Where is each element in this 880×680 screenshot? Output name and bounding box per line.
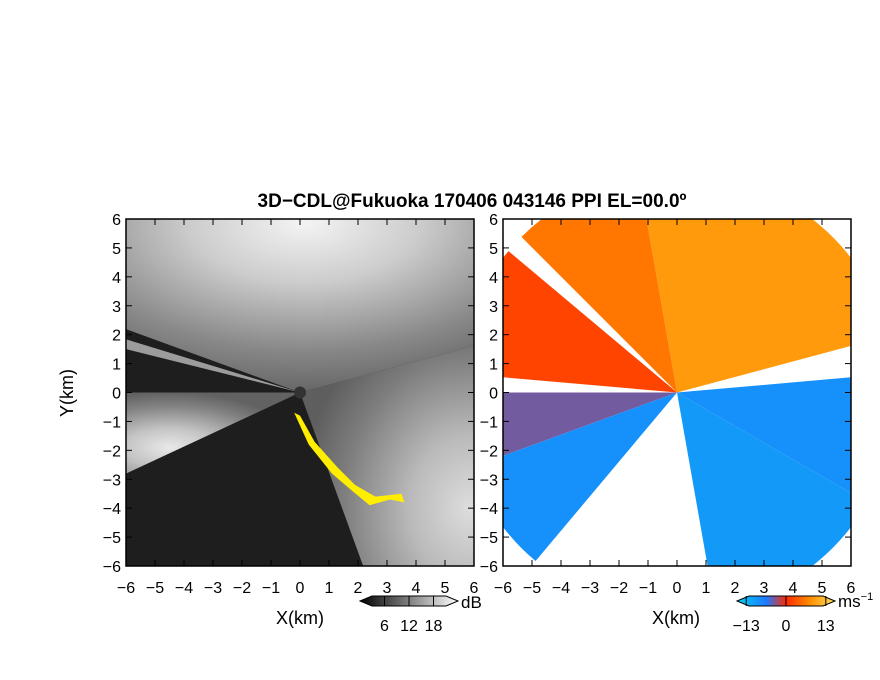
x-tick-label: 1 bbox=[702, 580, 711, 597]
y-tick-label: −1 bbox=[103, 414, 121, 431]
x-tick-label: 1 bbox=[325, 580, 334, 597]
velocity-ticks: −6 −6 −5 −5 −4 −4 −3 −3 −2 −2 −1 −1 0 0 1 1 2 2 3 3 4 4 5 5 6 6 bbox=[480, 212, 856, 597]
y-tick-label: −1 bbox=[480, 414, 498, 431]
x-tick-label: −3 bbox=[581, 580, 599, 597]
y-tick-label: −4 bbox=[480, 501, 498, 518]
reflectivity-ticks: −6 −6 −5 −5 −4 −4 −3 −3 −2 −2 −1 −1 0 0 1 1 2 2 3 3 4 4 5 5 6 6 bbox=[103, 212, 479, 597]
y-tick-label: 3 bbox=[112, 299, 121, 316]
x-tick-label: 4 bbox=[789, 580, 798, 597]
x-tick-label: −4 bbox=[552, 580, 570, 597]
velocity-sector bbox=[503, 392, 677, 456]
y-tick-label: −6 bbox=[480, 559, 498, 576]
velocity-sector bbox=[677, 377, 851, 493]
velocity-panel: −6 −6 −5 −5 −4 −4 −3 −3 −2 −2 −1 −1 0 0 1 1 2 2 3 3 4 4 5 5 6 6 X… bbox=[480, 212, 874, 635]
echo-ray-west bbox=[126, 339, 300, 393]
x-tick-label: −2 bbox=[233, 580, 251, 597]
y-tick-label: 4 bbox=[112, 270, 121, 287]
x-tick-label: 3 bbox=[760, 580, 769, 597]
x-tick-label: 5 bbox=[818, 580, 827, 597]
x-tick-label: −4 bbox=[175, 580, 193, 597]
y-axis-label: Y(km) bbox=[57, 369, 77, 417]
colorbar-tick-label: 6 bbox=[380, 618, 389, 635]
y-tick-label: −3 bbox=[103, 472, 121, 489]
y-tick-label: −6 bbox=[103, 559, 121, 576]
x-tick-label: 2 bbox=[731, 580, 740, 597]
y-tick-label: 5 bbox=[489, 241, 498, 258]
y-tick-label: −2 bbox=[103, 443, 121, 460]
x-axis-label-right: X(km) bbox=[652, 608, 700, 628]
velocity-colorbar-unit-base: ms bbox=[838, 592, 861, 611]
y-tick-label: −2 bbox=[480, 443, 498, 460]
x-axis-label-left: X(km) bbox=[276, 608, 324, 628]
y-tick-label: −4 bbox=[103, 501, 121, 518]
velocity-colorbar-unit: ms−1 bbox=[838, 591, 873, 611]
x-tick-label: −2 bbox=[610, 580, 628, 597]
x-tick-label: 0 bbox=[673, 580, 682, 597]
echo-sector-north bbox=[126, 219, 474, 393]
y-tick-label: 1 bbox=[112, 357, 121, 374]
velocity-colorbar-unit-exponent: −1 bbox=[861, 591, 874, 603]
y-tick-label: 2 bbox=[489, 328, 498, 345]
y-tick-label: 2 bbox=[112, 328, 121, 345]
velocity-colorbar: ms−1 −13 0 13 bbox=[733, 591, 874, 635]
x-tick-label: 6 bbox=[470, 580, 479, 597]
x-tick-label: −6 bbox=[494, 580, 512, 597]
x-tick-label: 3 bbox=[383, 580, 392, 597]
x-tick-label: −1 bbox=[639, 580, 657, 597]
clutter-region bbox=[294, 412, 405, 506]
y-tick-label: 5 bbox=[112, 241, 121, 258]
velocity-colorbar-ticks: −13 0 13 bbox=[733, 596, 835, 635]
y-tick-label: 4 bbox=[489, 270, 498, 287]
x-tick-label: 2 bbox=[354, 580, 363, 597]
colorbar-tick-label: 13 bbox=[817, 618, 835, 635]
colorbar-tick-label: 0 bbox=[782, 618, 791, 635]
reflectivity-sectors bbox=[126, 219, 474, 566]
x-tick-label: −6 bbox=[117, 580, 135, 597]
velocity-sector bbox=[503, 392, 677, 562]
colorbar-tick-label: 18 bbox=[425, 618, 443, 635]
velocity-sector bbox=[503, 251, 677, 393]
y-tick-label: 0 bbox=[489, 386, 498, 403]
y-tick-label: 1 bbox=[489, 357, 498, 374]
x-tick-label: 0 bbox=[296, 580, 305, 597]
x-tick-label: 5 bbox=[441, 580, 450, 597]
x-tick-label: 6 bbox=[847, 580, 856, 597]
reflectivity-colorbar: dB 6 12 18 bbox=[358, 593, 482, 635]
radar-site bbox=[294, 386, 306, 399]
y-tick-label: 6 bbox=[112, 212, 121, 229]
x-tick-label: −3 bbox=[204, 580, 222, 597]
reflectivity-colorbar-ticks: 6 12 18 bbox=[380, 596, 443, 635]
figure-title: 3D−CDL@Fukuoka 170406 043146 PPI EL=00.0… bbox=[258, 191, 687, 212]
velocity-sectors bbox=[503, 219, 851, 566]
reflectivity-colorbar-unit: dB bbox=[461, 593, 482, 612]
x-tick-label: 4 bbox=[412, 580, 421, 597]
y-tick-label: −5 bbox=[103, 530, 121, 547]
echo-sector-west bbox=[126, 392, 300, 474]
y-tick-label: 3 bbox=[489, 299, 498, 316]
colorbar-tick-label: 12 bbox=[400, 618, 418, 635]
velocity-sector bbox=[646, 219, 851, 393]
y-tick-label: −3 bbox=[480, 472, 498, 489]
x-tick-label: −5 bbox=[146, 580, 164, 597]
velocity-sector bbox=[677, 392, 851, 566]
y-tick-label: 0 bbox=[112, 386, 121, 403]
echo-sector-east bbox=[300, 345, 474, 566]
x-tick-label: −5 bbox=[523, 580, 541, 597]
x-tick-label: −1 bbox=[262, 580, 280, 597]
colorbar-tick-label: −13 bbox=[733, 618, 760, 635]
velocity-sector bbox=[521, 219, 677, 393]
y-tick-label: 6 bbox=[489, 212, 498, 229]
y-tick-label: −5 bbox=[480, 530, 498, 547]
